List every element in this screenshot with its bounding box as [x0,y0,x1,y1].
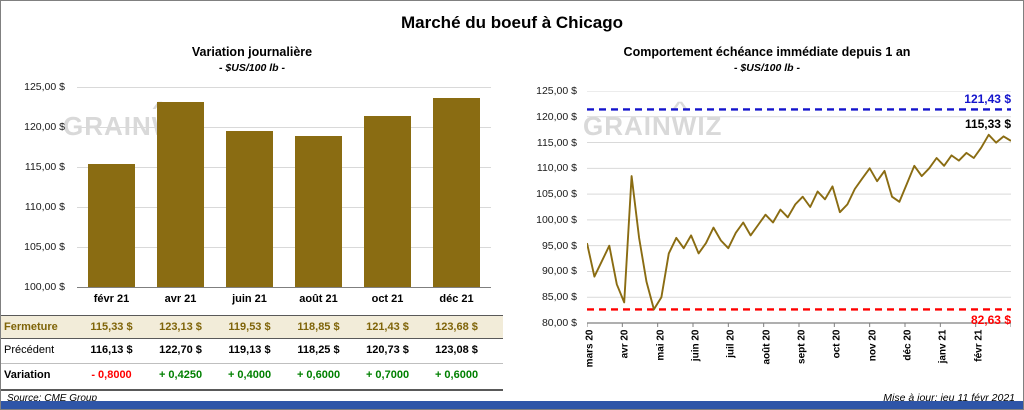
last-price-label: 115,33 $ [964,116,1011,131]
table-cell: + 0,4250 [158,369,203,381]
table-cell: 119,13 $ [228,344,271,356]
watermark-text: GRAIN [63,111,152,141]
table-cell: 119,53 $ [228,321,271,333]
right-chart-title: Comportement échéance immédiate depuis 1… [623,45,911,59]
reference-low-label: 82,63 $ [970,313,1011,328]
table-cell: 115,33 $ [90,321,133,333]
table-cell: + 0,6000 [296,369,341,381]
y-axis-label: 125,00 $ [24,81,65,93]
gridline [77,207,491,208]
table-cell: 121,43 $ [366,321,409,333]
row-label: Variation [4,369,51,381]
bar-août-21 [295,136,342,287]
bar-x-axis: févr 21 avr 21 juin 21 août 21 oct 21 déc 21 [77,291,491,307]
x-axis-label: déc 21 [439,293,474,305]
y-axis-label: 105,00 $ [536,188,577,201]
x-axis-label: nov 20 [867,329,879,362]
y-axis-label: 105,00 $ [24,241,65,253]
one-year-line-chart: Comportement échéance immédiate depuis 1… [513,41,1021,401]
table-cell: 122,70 $ [159,344,202,356]
x-axis-label: oct 21 [371,293,404,305]
table-cell: + 0,7000 [365,369,410,381]
table-cell: 120,73 $ [366,344,409,356]
table-cell: 123,08 $ [435,344,478,356]
gridline [77,167,491,168]
bar-févr-21 [88,164,135,287]
x-axis-label: févr 21 [93,293,130,305]
right-chart-subtitle: - $US/100 lb - [734,62,800,74]
table-cell: 116,13 $ [90,344,133,356]
table-row-previous: Précédent 116,13 $ 122,70 $ 119,13 $ 118,25 … [1,339,503,364]
y-axis-label: 110,00 $ [24,201,65,213]
x-axis-label: déc 20 [902,329,914,361]
y-axis-label: 125,00 $ [536,85,577,97]
bar-juin-21 [226,130,273,287]
price-line [587,133,1011,311]
x-axis-label: févr 21 [973,329,985,362]
table-cell: - 0,8000 [91,369,132,381]
row-label: Précédent [4,344,55,356]
bar-oct-21 [364,115,411,287]
x-axis-label: août 21 [299,293,338,305]
table-row-variation: Variation - 0,8000 + 0,4250 + 0,4000 + 0,600… [1,364,503,391]
x-axis-label: juil 20 [725,329,737,358]
x-axis-label: avr 20 [619,329,631,359]
y-axis-label: 120,00 $ [536,110,577,123]
left-chart-title: Variation journalière [191,45,313,59]
x-axis-label: mai 20 [655,329,667,361]
line-x-axis: mars 20 avr 20 mai 20 juin 20 juil 20 août 20… [584,329,1011,387]
y-axis-label: 90,00 $ [541,265,577,278]
watermark-text: IZ [697,111,723,141]
line-y-axis: 125,00 $ 120,00 $ 115,00 $ 110,00 $ 105,00 $… [533,85,583,331]
x-axis-label: sept 20 [796,329,808,364]
page-title: Marché du boeuf à Chicago [401,13,623,32]
bar-y-axis: 125,00 $ 120,00 $ 115,00 $ 110,00 $ 105,00 $… [1,81,71,293]
grainwiz-watermark: GRAINWIZ ^ [583,98,723,142]
y-axis-label: 115,00 $ [24,161,65,173]
y-axis-label: 95,00 $ [541,239,577,252]
table-cell: 118,85 $ [297,321,340,333]
bar-plot-area [77,87,491,288]
y-axis-label: 100,00 $ [24,281,65,293]
y-axis-label: 115,00 $ [536,136,577,149]
table-cell: 118,25 $ [297,344,340,356]
watermark-text: GRAIN [583,111,672,141]
gridline [77,247,491,248]
y-axis-label: 120,00 $ [24,121,65,133]
x-axis-label: juin 21 [232,293,267,305]
y-axis-label: 100,00 $ [536,213,577,226]
y-axis-label: 80,00 $ [541,317,577,329]
bar-déc-21 [433,97,480,287]
y-axis-label: 110,00 $ [536,162,577,175]
gridline [77,87,491,88]
gridline [77,127,491,128]
line-plot-area [587,91,1011,327]
reference-high-label: 121,43 $ [964,92,1011,107]
x-axis-line [77,287,491,288]
table-cell: 123,13 $ [159,321,202,333]
price-table: Fermeture 115,33 $ 123,13 $ 119,53 $ 118,85 … [1,315,503,393]
row-label: Fermeture [4,321,58,333]
x-axis-label: avr 21 [164,293,197,305]
table-cell: 123,68 $ [435,321,478,333]
table-cell: + 0,4000 [227,369,272,381]
daily-variation-chart: Variation journalière - $US/100 lb - GRA… [1,41,503,401]
table-row-close: Fermeture 115,33 $ 123,13 $ 119,53 $ 118,85 … [1,315,503,339]
x-axis-label: oct 20 [831,329,843,359]
table-cell: + 0,6000 [434,369,479,381]
bottom-accent-bar [1,401,1023,409]
left-chart-subtitle: - $US/100 lb - [219,62,285,74]
watermark-w: W [671,111,698,141]
source-note: Source: CME Group [7,393,98,404]
x-axis-label: mars 20 [584,329,596,368]
bar-avr-21 [157,101,204,287]
x-axis-label: janv 21 [937,329,949,364]
watermark-peak-icon: ^ [672,98,688,117]
y-axis-label: 85,00 $ [541,291,577,304]
x-axis-label: juin 20 [690,329,702,362]
x-axis-label: août 20 [761,329,773,365]
